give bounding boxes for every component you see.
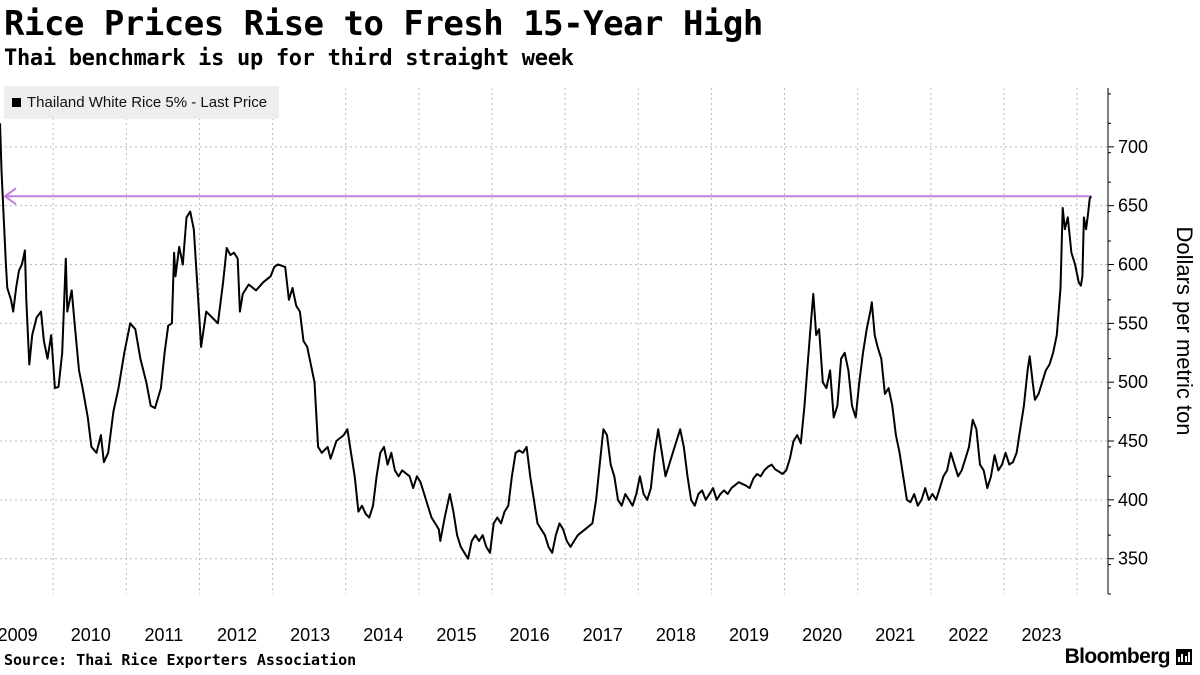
legend-label: Thailand White Rice 5% - Last Price <box>27 94 268 111</box>
series-line-thailand-white-rice <box>0 123 1093 560</box>
x-tick-label: 2023 <box>1021 625 1061 645</box>
y-tick-label: 500 <box>1118 372 1148 392</box>
x-tick-label: 2016 <box>510 625 550 645</box>
bar-chart-icon <box>1176 649 1192 665</box>
series <box>0 123 1093 560</box>
y-tick-label: 550 <box>1118 313 1148 333</box>
y-tick-label: 600 <box>1118 255 1148 275</box>
y-tick-label: 700 <box>1118 137 1148 157</box>
line-chart: 350 400 450 500 550 600 650 700 Dollars per metr… <box>0 88 1197 645</box>
gridlines <box>0 88 1108 594</box>
brand-logo-text: Bloomberg <box>1064 645 1171 668</box>
x-tick-label: 2017 <box>583 625 623 645</box>
x-tick-label: 2010 <box>71 625 111 645</box>
chart-title: Rice Prices Rise to Fresh 15-Year High <box>4 4 763 44</box>
source-note: Source: Thai Rice Exporters Association <box>4 651 357 669</box>
x-tick-label: 2014 <box>363 625 403 645</box>
y-tick-label: 450 <box>1118 431 1148 451</box>
y-axis-title: Dollars per metric ton <box>1172 226 1197 435</box>
x-tick-label: 2013 <box>290 625 330 645</box>
x-tick-label: 2015 <box>436 625 476 645</box>
y-axis: 350 400 450 500 550 600 650 700 Dollars per metr… <box>1107 88 1197 595</box>
reference-arrow <box>3 187 1092 206</box>
x-tick-label: 2019 <box>729 625 769 645</box>
x-tick-label: 2018 <box>656 625 696 645</box>
x-tick-label: 2012 <box>217 625 257 645</box>
x-tick-label: 2020 <box>802 625 842 645</box>
x-tick-label: 2011 <box>145 625 184 645</box>
x-tick-label: 2021 <box>875 625 915 645</box>
reference-arrowhead <box>3 187 17 206</box>
legend: Thailand White Rice 5% - Last Price <box>4 86 280 119</box>
y-tick-label: 400 <box>1118 490 1148 510</box>
chart-subtitle: Thai benchmark is up for third straight … <box>4 46 574 71</box>
y-tick-label: 650 <box>1118 196 1148 216</box>
brand: Bloomberg <box>1065 645 1192 669</box>
x-tick-label: 2022 <box>948 625 988 645</box>
legend-swatch <box>12 98 21 107</box>
y-tick-label: 350 <box>1118 549 1148 569</box>
x-tick-label: 2009 <box>0 625 38 645</box>
x-axis: 2009 2010 2011 2012 2013 2014 2015 2016 2017 2018… <box>0 625 1062 645</box>
